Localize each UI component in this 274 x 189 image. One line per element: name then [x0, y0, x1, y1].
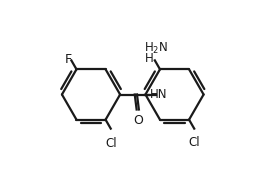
Text: H$_2$N: H$_2$N — [144, 41, 168, 56]
Text: H: H — [145, 52, 153, 65]
Text: O: O — [133, 114, 143, 127]
Text: F: F — [64, 53, 72, 66]
Text: HN: HN — [150, 88, 167, 101]
Text: Cl: Cl — [105, 137, 116, 150]
Text: Cl: Cl — [189, 136, 200, 149]
